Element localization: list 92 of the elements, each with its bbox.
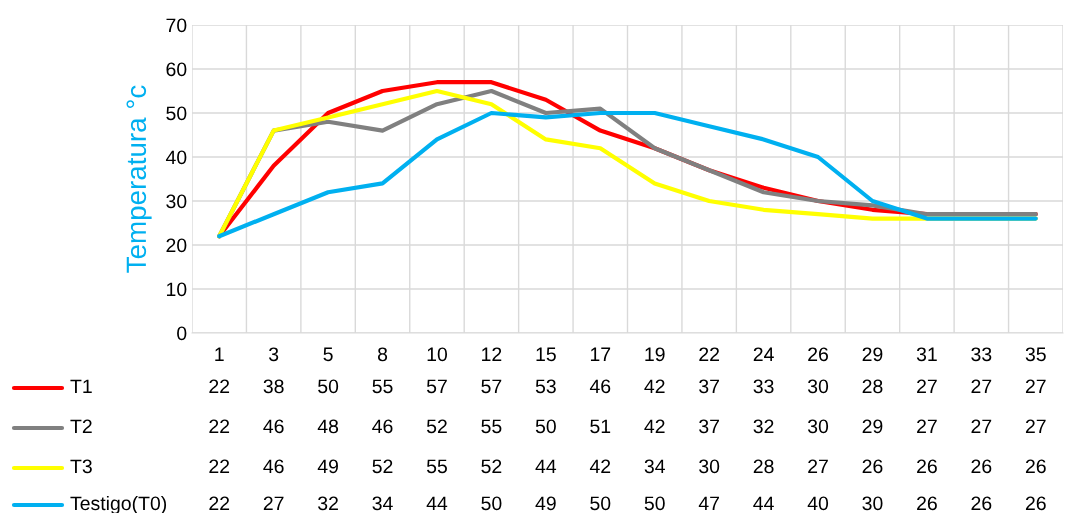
data-label: 42 [644, 379, 665, 394]
data-label: 57 [426, 379, 447, 394]
y-tick-label: 40 [165, 150, 187, 165]
data-label: 50 [535, 419, 556, 434]
data-label: 37 [699, 419, 719, 434]
data-label: 53 [535, 379, 556, 394]
data-label: 32 [318, 496, 338, 511]
data-label: 30 [807, 419, 829, 434]
data-label: 49 [317, 459, 338, 474]
data-label: 37 [699, 379, 719, 394]
data-label: 55 [481, 419, 502, 434]
data-label: 30 [862, 496, 883, 511]
y-tick-label: 60 [166, 62, 187, 77]
data-label: 52 [426, 419, 447, 434]
x-tick-label: 29 [862, 347, 883, 362]
data-label: 46 [263, 459, 284, 474]
data-label: 46 [263, 419, 284, 434]
data-label: 26 [1025, 459, 1046, 474]
data-label: 28 [862, 379, 883, 394]
data-label: 50 [644, 496, 665, 511]
y-tick-label: 20 [166, 238, 187, 253]
data-label: 27 [917, 419, 937, 434]
data-label: 27 [808, 459, 828, 474]
x-tick-label: 31 [916, 347, 937, 362]
x-tick-label: 19 [645, 347, 665, 362]
y-axis-title: Temperatura °c [126, 85, 152, 273]
y-tick-label: 30 [166, 194, 187, 209]
data-label: 29 [862, 419, 883, 434]
data-label: 49 [535, 496, 556, 511]
x-tick-label: 12 [482, 347, 502, 361]
data-label: 28 [753, 459, 774, 474]
x-tick-label: 5 [323, 347, 333, 362]
data-label: 55 [372, 379, 393, 394]
data-label: 32 [753, 419, 774, 434]
data-label: 27 [263, 496, 284, 511]
data-label: 22 [209, 379, 230, 394]
x-tick-label: 10 [427, 347, 448, 362]
data-label: 26 [971, 496, 992, 511]
y-tick-label: 50 [166, 106, 187, 121]
data-label: 44 [753, 496, 774, 511]
x-tick-label: 33 [971, 347, 992, 362]
data-label: 30 [699, 459, 720, 474]
data-label: 27 [971, 379, 992, 394]
x-tick-label: 15 [536, 347, 556, 362]
x-tick-label: 1 [215, 347, 224, 361]
y-tick-label: 70 [166, 18, 187, 33]
data-label: 34 [372, 496, 393, 511]
data-label: 51 [590, 419, 611, 434]
data-label: 22 [209, 496, 230, 511]
data-label: 57 [481, 379, 502, 394]
data-label: 42 [644, 419, 665, 434]
data-label: 42 [589, 459, 611, 474]
data-label: 33 [753, 379, 774, 394]
x-tick-label: 35 [1025, 347, 1046, 362]
data-label: 26 [917, 459, 937, 474]
data-label: 26 [862, 459, 883, 474]
data-label: 50 [481, 496, 502, 511]
data-label: 55 [426, 459, 447, 474]
data-label: 46 [372, 419, 393, 434]
data-label: 22 [209, 459, 230, 474]
data-label: 22 [209, 419, 230, 434]
data-label: 40 [807, 496, 829, 511]
data-label: 44 [535, 459, 557, 474]
legend-label: T2 [70, 419, 92, 434]
data-label: 47 [698, 496, 719, 511]
data-label: 52 [481, 459, 502, 474]
data-label: 26 [971, 459, 992, 474]
data-label: 26 [1025, 496, 1046, 511]
data-label: 50 [590, 496, 611, 511]
data-label: 52 [372, 459, 393, 474]
data-label: 26 [917, 496, 937, 511]
data-label: 27 [1025, 419, 1046, 434]
x-tick-label: 3 [268, 347, 279, 362]
x-tick-label: 22 [699, 347, 719, 361]
data-label: 46 [589, 379, 611, 394]
y-tick-label: 10 [167, 282, 187, 297]
data-label: 27 [971, 419, 992, 434]
data-label: 50 [318, 379, 339, 394]
legend-label: T3 [70, 459, 92, 474]
data-label: 27 [1025, 379, 1046, 394]
x-tick-label: 17 [590, 347, 611, 361]
data-label: 30 [807, 379, 829, 394]
legend-label: T1 [70, 379, 92, 394]
x-tick-label: 26 [808, 347, 828, 362]
x-tick-label: 24 [753, 347, 774, 361]
x-tick-label: 8 [377, 347, 388, 362]
data-label: 27 [917, 379, 937, 394]
data-label: 44 [426, 496, 448, 511]
data-label: 38 [263, 379, 284, 394]
data-label: 48 [317, 419, 339, 434]
y-tick-label: 0 [177, 326, 187, 341]
data-label: 34 [644, 459, 665, 474]
